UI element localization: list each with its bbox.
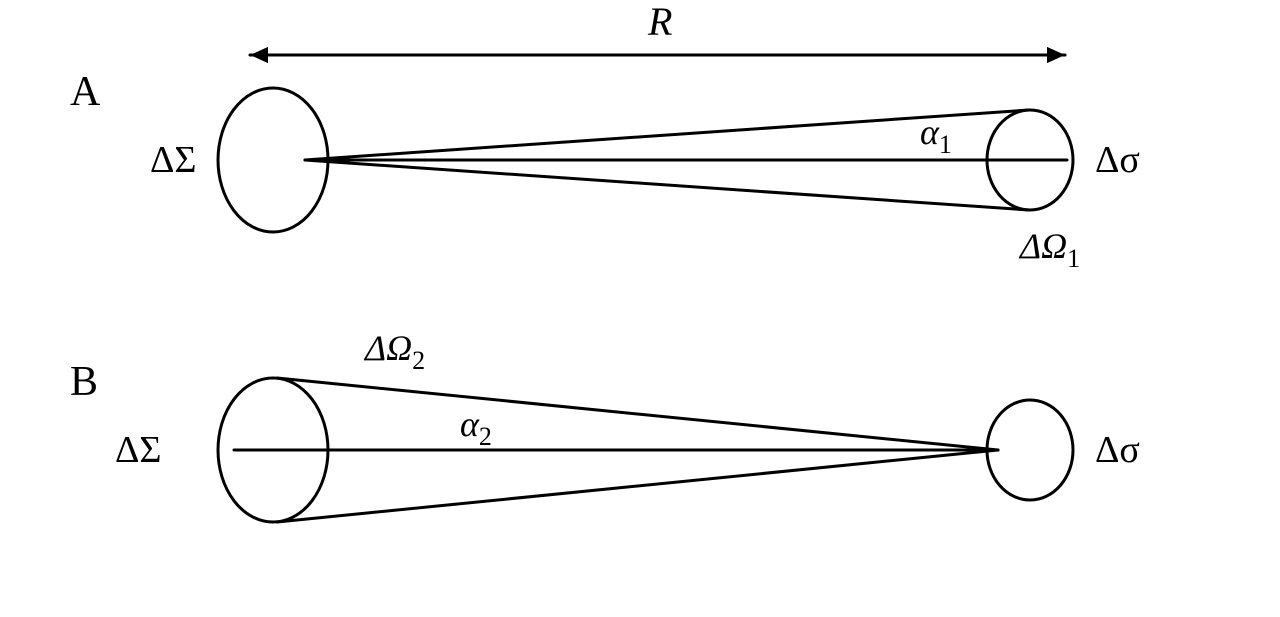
panel-b-alpha2-label: α2 bbox=[460, 404, 492, 451]
distance-R-label: R bbox=[647, 0, 672, 44]
distance-R-arrow-right bbox=[1047, 47, 1065, 63]
panel-a-alpha1-label: α1 bbox=[920, 112, 952, 159]
panel-b-cone-bottom bbox=[277, 450, 998, 522]
panel-b-detector-ellipse bbox=[987, 400, 1073, 500]
panel-a-delta-Omega1-label: ΔΩ1 bbox=[1018, 226, 1080, 273]
panel-b-cone-top bbox=[277, 378, 998, 450]
panel-a-delta-sigma-label: Δσ bbox=[1095, 139, 1140, 181]
panel-b-delta-Omega2-label: ΔΩ2 bbox=[363, 328, 425, 375]
panel-a-cone-bottom bbox=[305, 160, 1029, 210]
panel-b-delta-sigma-label: Δσ bbox=[1095, 429, 1140, 471]
distance-R-arrow-left bbox=[250, 47, 268, 63]
panel-a-label: A bbox=[70, 69, 101, 115]
panel-a-delta-Sigma-label: ΔΣ bbox=[150, 139, 197, 181]
panel-b-label: B bbox=[70, 359, 98, 405]
panel-b-delta-Sigma-label: ΔΣ bbox=[115, 429, 162, 471]
